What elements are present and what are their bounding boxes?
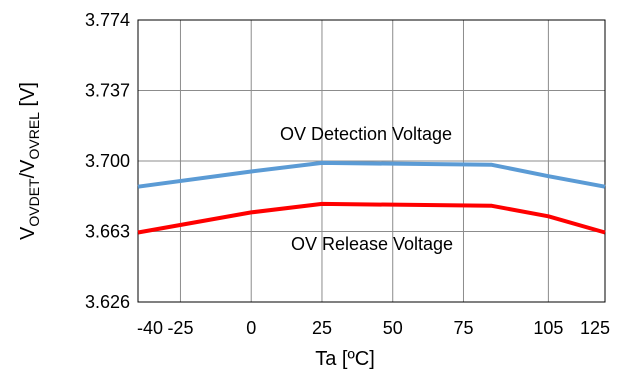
grid <box>137 19 606 303</box>
x-tick-label: 105 <box>533 318 563 338</box>
x-axis-title: Ta [ºC] <box>315 348 375 370</box>
y-tick-labels: 3.626 3.663 3.700 3.737 3.774 <box>85 10 130 312</box>
series-line-0 <box>137 160 606 189</box>
y-tick-label: 3.737 <box>85 81 130 101</box>
plot-frame <box>137 19 606 303</box>
y-axis-title-sub1: OVDET <box>26 178 42 227</box>
y-axis-title-sep: /V <box>17 159 39 179</box>
y-axis-title: VOVDET/VOVREL [V] <box>17 82 42 240</box>
x-tick-label: 125 <box>580 318 610 338</box>
x-tick-label: 50 <box>383 318 403 338</box>
x-tick-label: 0 <box>246 318 256 338</box>
y-tick-label: 3.700 <box>85 151 130 171</box>
series-line-1 <box>137 201 606 235</box>
y-tick-label: 3.626 <box>85 292 130 312</box>
y-tick-label: 3.663 <box>85 222 130 242</box>
y-axis-title-sub2: OVREL <box>26 112 42 160</box>
series-group <box>137 160 606 235</box>
y-tick-label: 3.774 <box>85 10 130 30</box>
x-tick-label: -25 <box>167 318 193 338</box>
y-axis-title-unit: [V] <box>17 82 39 112</box>
x-tick-label: 75 <box>453 318 473 338</box>
x-tick-label: -40 <box>137 318 163 338</box>
x-tick-labels: -40 -25 0 25 50 75 105 125 <box>137 318 610 338</box>
annotation-detection: OV Detection Voltage <box>280 124 452 144</box>
y-axis-title-main: V <box>17 226 39 240</box>
x-tick-label: 25 <box>312 318 332 338</box>
annotation-release: OV Release Voltage <box>291 234 453 254</box>
